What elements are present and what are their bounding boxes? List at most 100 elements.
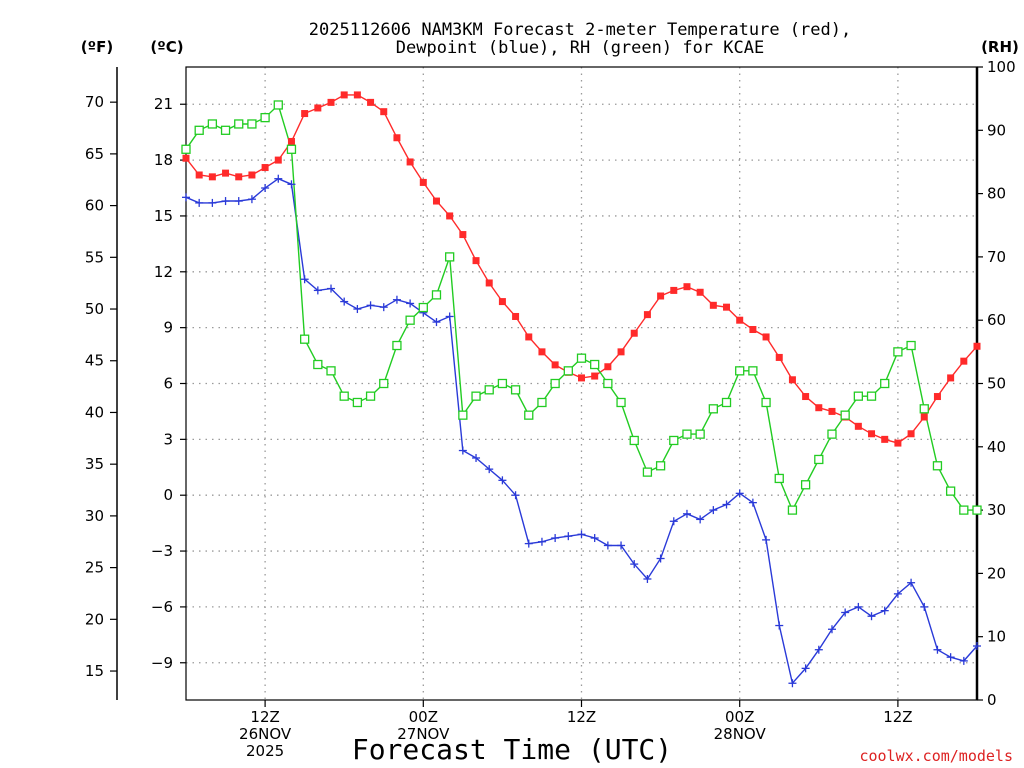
temperature-point (551, 361, 559, 369)
dewpoint-point (366, 301, 375, 310)
temperature-point (749, 326, 757, 334)
dewpoint-point (893, 589, 902, 598)
rh-point (431, 290, 442, 300)
rh-point (655, 461, 666, 471)
fahrenheit-axis-label: (ºF) (81, 38, 113, 56)
fahrenheit-tick-label: 70 (85, 93, 104, 111)
temperature-point (485, 279, 493, 287)
dewpoint-point (841, 608, 850, 617)
rh-point (959, 505, 969, 515)
dewpoint-point (327, 284, 336, 293)
temperature-point (459, 231, 467, 239)
dewpoint-point (182, 193, 190, 202)
chart-title-line-2: Dewpoint (blue), RH (green) for KCAE (396, 38, 764, 58)
rh-point (616, 397, 626, 408)
rh-point (326, 366, 336, 376)
temperature-point (709, 301, 717, 309)
rh-point (972, 505, 982, 515)
rh-point (247, 119, 257, 129)
temperature-point (683, 283, 691, 291)
rh-point (682, 429, 692, 439)
temperature-point (973, 342, 981, 350)
temperature-point (696, 288, 704, 296)
temperature-point (498, 298, 506, 306)
temperature-point (538, 348, 546, 356)
celsius-tick-label: 21 (154, 95, 173, 113)
rh-point (352, 397, 363, 408)
fahrenheit-tick-label: 30 (85, 507, 104, 525)
axis-labels: 706560555045403530252015211815129630−3−6… (85, 58, 1016, 760)
dewpoint-point (485, 465, 494, 474)
dewpoint-point (458, 446, 467, 455)
dewpoint-point (959, 656, 968, 665)
temperature-point (828, 407, 836, 415)
dewpoint-point (511, 491, 520, 500)
celsius-tick-label: 12 (154, 263, 173, 281)
temperature-point (182, 154, 190, 162)
dewpoint-point (656, 554, 665, 563)
rh-point (379, 378, 389, 389)
dewpoint-point (274, 174, 283, 183)
fahrenheit-tick-label: 65 (85, 145, 104, 163)
rh-tick-label: 50 (987, 375, 1006, 393)
rh-point (286, 144, 297, 154)
celsius-tick-label: 15 (154, 207, 173, 225)
dewpoint-point (946, 653, 955, 662)
rh-point (405, 315, 415, 325)
rh-tick-label: 100 (987, 58, 1016, 76)
rh-point (800, 480, 811, 490)
dewpoint-point (590, 534, 599, 543)
celsius-tick-label: 3 (163, 430, 173, 448)
dewpoint-point (221, 197, 230, 206)
rh-tick-label: 80 (987, 185, 1006, 203)
dewpoint-point (564, 532, 573, 541)
rh-point (260, 112, 270, 123)
rh-point (299, 334, 310, 344)
temperature-point (933, 393, 941, 401)
x-tick-label: 27NOV (397, 725, 450, 743)
dewpoint-point (313, 286, 322, 295)
rh-point (919, 404, 929, 414)
dewpoint-point (788, 679, 797, 688)
temperature-point (854, 422, 862, 430)
dewpoint-point (353, 305, 362, 314)
rh-point (563, 366, 573, 376)
x-tick-label: 2025 (246, 742, 284, 760)
dewpoint-point (762, 535, 771, 544)
temperature-point (947, 374, 955, 382)
rh-point (590, 359, 600, 370)
rh-tick-label: 60 (987, 311, 1006, 329)
temperature-point (723, 303, 731, 311)
x-tick-label: 26NOV (239, 725, 292, 743)
x-axis-title: Forecast Time (UTC) (352, 733, 672, 766)
temperature-point (340, 91, 348, 99)
rh-point (537, 397, 547, 408)
rh-tick-label: 70 (987, 248, 1006, 266)
temperature-point (446, 212, 454, 220)
rh-point (814, 454, 824, 465)
temperature-point (235, 173, 243, 181)
temperature-point (802, 393, 810, 401)
dewpoint-point (775, 621, 784, 630)
temperature-point (380, 108, 388, 116)
rh-point (471, 391, 481, 401)
temperature-point (287, 137, 295, 145)
dewpoint-point (973, 642, 981, 651)
dewpoint-point (669, 517, 678, 526)
rh-point (313, 359, 323, 370)
temperature-point (353, 91, 361, 99)
rh-point (484, 385, 494, 395)
dewpoint-point (247, 195, 256, 204)
credit-text: coolwx.com/models (859, 747, 1013, 765)
temperature-point (248, 171, 256, 179)
fahrenheit-tick-label: 35 (85, 455, 104, 473)
rh-point (181, 144, 191, 154)
rh-point (510, 385, 521, 395)
x-tick-label: 00Z (725, 708, 754, 726)
dewpoint-point (472, 453, 481, 462)
fahrenheit-tick-label: 20 (85, 610, 104, 628)
dewpoint-point (577, 530, 586, 539)
temperature-point (881, 435, 889, 443)
dewpoint-point (827, 625, 836, 634)
temperature-point (643, 311, 651, 319)
